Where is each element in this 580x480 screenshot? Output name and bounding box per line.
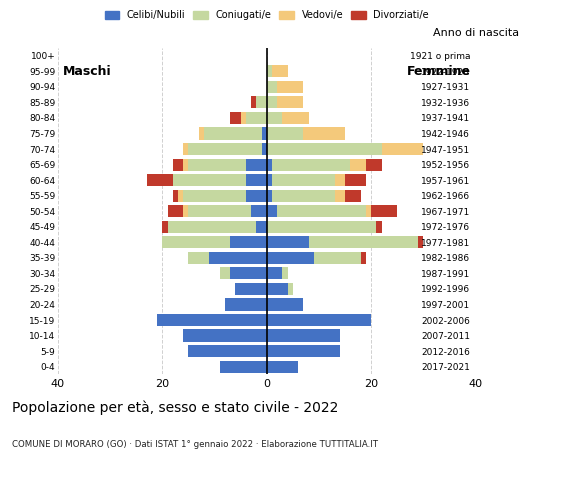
Bar <box>162 236 230 248</box>
Bar <box>183 329 267 342</box>
Bar <box>173 158 183 170</box>
Bar <box>267 360 298 372</box>
Bar <box>188 252 209 264</box>
Bar <box>345 190 361 202</box>
Bar <box>267 96 277 108</box>
Bar <box>282 112 309 124</box>
Text: Maschi: Maschi <box>63 65 112 78</box>
Bar <box>418 236 423 248</box>
Bar <box>225 299 267 311</box>
Bar <box>350 158 366 170</box>
Text: Femmine: Femmine <box>407 65 470 78</box>
Bar <box>267 174 272 186</box>
Bar <box>345 174 366 186</box>
Bar <box>157 314 267 326</box>
Bar <box>267 236 309 248</box>
Bar <box>183 158 188 170</box>
Bar <box>366 158 382 170</box>
Bar <box>230 267 267 279</box>
Bar <box>267 283 288 295</box>
Bar <box>204 127 262 140</box>
Bar <box>220 360 267 372</box>
Bar <box>277 205 366 217</box>
Bar <box>267 252 314 264</box>
Bar <box>382 143 423 155</box>
Bar <box>168 221 256 233</box>
Bar <box>267 314 371 326</box>
Bar <box>277 81 303 93</box>
Bar <box>272 190 335 202</box>
Bar <box>361 252 366 264</box>
Bar <box>173 190 178 202</box>
Bar <box>188 345 267 357</box>
Bar <box>335 174 345 186</box>
Bar <box>241 112 246 124</box>
Bar <box>314 252 361 264</box>
Bar <box>262 143 267 155</box>
Bar <box>188 158 246 170</box>
Bar <box>246 174 267 186</box>
Bar <box>267 205 277 217</box>
Bar <box>246 158 267 170</box>
Bar <box>251 205 267 217</box>
Bar <box>256 96 267 108</box>
Bar <box>230 236 267 248</box>
Bar <box>288 283 293 295</box>
Bar <box>147 174 173 186</box>
Bar <box>272 174 335 186</box>
Bar <box>162 221 168 233</box>
Bar <box>209 252 267 264</box>
Bar <box>371 205 397 217</box>
Bar <box>168 205 183 217</box>
Bar <box>272 158 350 170</box>
Legend: Celibi/Nubili, Coniugati/e, Vedovi/e, Divorziati/e: Celibi/Nubili, Coniugati/e, Vedovi/e, Di… <box>104 11 429 21</box>
Text: Anno di nascita: Anno di nascita <box>433 28 519 38</box>
Bar <box>267 299 303 311</box>
Bar <box>277 96 303 108</box>
Bar <box>220 267 230 279</box>
Bar <box>267 329 340 342</box>
Bar <box>188 143 262 155</box>
Bar <box>256 221 267 233</box>
Bar <box>366 205 371 217</box>
Bar <box>267 65 272 77</box>
Bar <box>183 205 188 217</box>
Bar <box>267 112 282 124</box>
Text: Popolazione per età, sesso e stato civile - 2022: Popolazione per età, sesso e stato civil… <box>12 401 338 415</box>
Bar <box>267 345 340 357</box>
Bar <box>199 127 204 140</box>
Text: COMUNE DI MORARO (GO) · Dati ISTAT 1° gennaio 2022 · Elaborazione TUTTITALIA.IT: COMUNE DI MORARO (GO) · Dati ISTAT 1° ge… <box>12 440 378 449</box>
Bar <box>230 112 241 124</box>
Bar <box>309 236 418 248</box>
Bar <box>251 96 256 108</box>
Bar <box>183 190 246 202</box>
Bar <box>376 221 382 233</box>
Bar <box>267 127 303 140</box>
Bar <box>188 205 251 217</box>
Bar <box>173 174 246 186</box>
Bar <box>267 190 272 202</box>
Bar <box>267 158 272 170</box>
Bar <box>282 267 288 279</box>
Bar <box>303 127 345 140</box>
Bar <box>267 221 376 233</box>
Bar <box>183 143 188 155</box>
Bar <box>235 283 267 295</box>
Bar <box>267 267 282 279</box>
Bar <box>267 143 382 155</box>
Bar <box>246 190 267 202</box>
Bar <box>335 190 345 202</box>
Bar <box>246 112 267 124</box>
Bar <box>178 190 183 202</box>
Bar <box>272 65 288 77</box>
Bar <box>267 81 277 93</box>
Bar <box>262 127 267 140</box>
